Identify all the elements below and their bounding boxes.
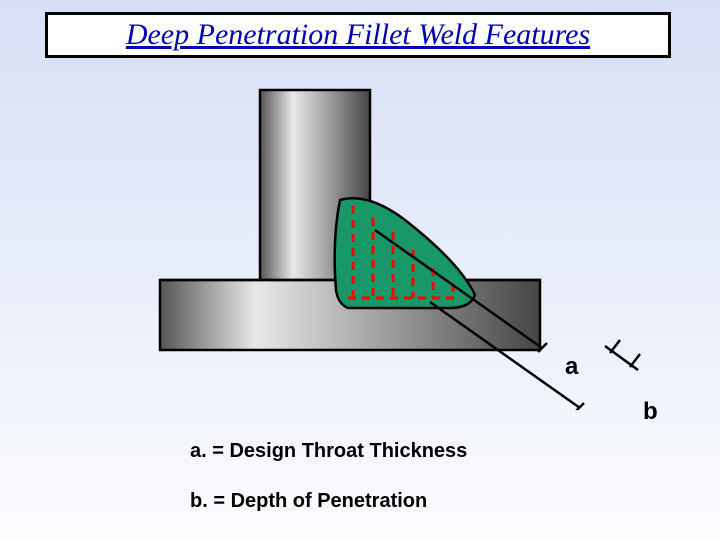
slide-background: Deep Penetration Fillet Weld Features [0,0,720,540]
label-a: a [565,353,578,381]
dimension-b [605,340,640,370]
slide-title: Deep Penetration Fillet Weld Features [126,18,590,52]
legend-line-b: b. = Depth of Penetration [190,490,427,513]
title-bar: Deep Penetration Fillet Weld Features [45,12,671,58]
label-b: b [643,398,658,426]
weld-diagram: a b [60,70,660,410]
legend-line-a: a. = Design Throat Thickness [190,440,467,463]
